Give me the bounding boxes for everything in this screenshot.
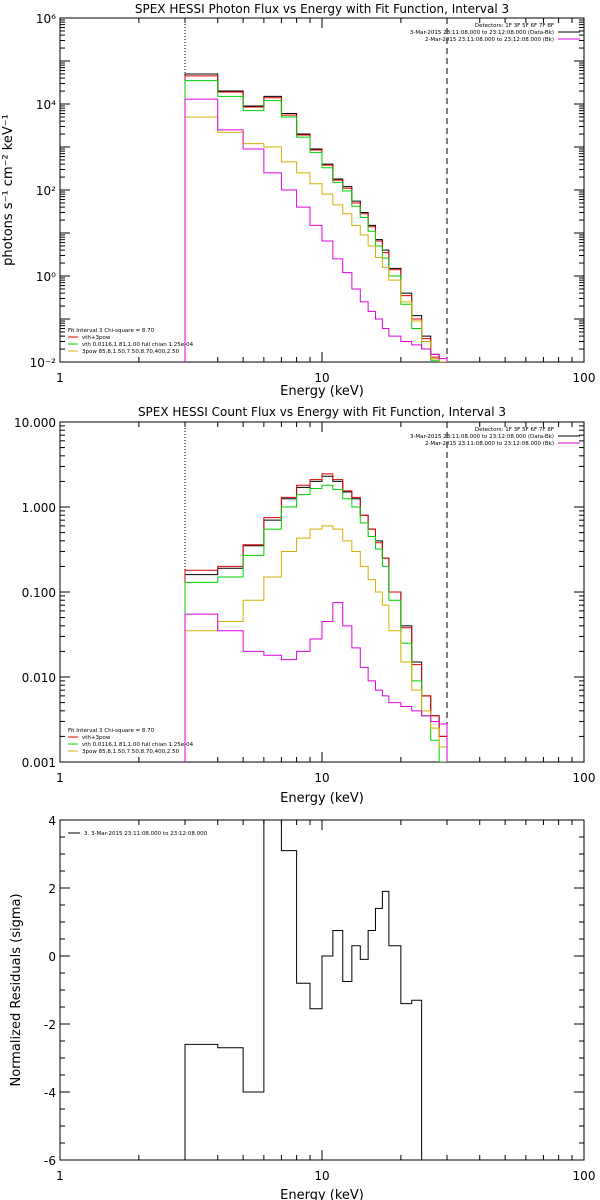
x-tick-label: 10 bbox=[314, 771, 329, 785]
series-data-line bbox=[184, 73, 448, 362]
x-axis-label: Energy (keV) bbox=[280, 1188, 364, 1200]
legend-fit-header: Fit Interval 3 Chi-square = 8.70 bbox=[68, 728, 155, 734]
y-tick-label: -6 bbox=[44, 1154, 56, 1168]
x-tick-label: 100 bbox=[573, 371, 596, 385]
legend-detectors-header: Detectors: 1F 3F 5F 6F 7F 8F bbox=[475, 427, 554, 433]
series-bk-line bbox=[184, 602, 448, 762]
legend-entry-label: vth 0.0116,1.81,1.00 full chian 1.25e-04 bbox=[82, 742, 194, 748]
x-tick-label: 1 bbox=[56, 771, 64, 785]
series-3pow-line bbox=[184, 525, 448, 762]
series-vth-line bbox=[184, 80, 448, 362]
legend-entry-label: vth+3pow bbox=[82, 735, 111, 741]
y-tick-label: -4 bbox=[44, 1086, 56, 1100]
legend-entry-label: vth+3pow bbox=[82, 335, 111, 341]
y-tick-label: 0 bbox=[48, 950, 56, 964]
legend-entry-label: 2-Mar-2015 23:11:08.000 to 23:12:08.000 … bbox=[425, 441, 554, 447]
y-tick-label: 10.000 bbox=[14, 416, 56, 430]
chart-panel-1: SPEX HESSI Photon Flux vs Energy with Fi… bbox=[1, 2, 595, 399]
y-tick-label: 10² bbox=[36, 184, 56, 198]
chart-title: SPEX HESSI Photon Flux vs Energy with Fi… bbox=[135, 2, 509, 16]
series-vth-line bbox=[184, 484, 448, 762]
y-tick-label: 10⁴ bbox=[36, 98, 56, 112]
legend-entry-label: vth 0.0116,1.81,1.00 full chian 1.25e-04 bbox=[82, 342, 194, 348]
series-vth-3pow-line bbox=[184, 473, 448, 762]
y-tick-label: 0.001 bbox=[22, 756, 56, 770]
x-tick-label: 10 bbox=[314, 371, 329, 385]
plot-frame bbox=[59, 421, 585, 763]
series-vth-3pow-line bbox=[184, 75, 448, 362]
x-tick-label: 10 bbox=[314, 1169, 329, 1183]
x-axis-label: Energy (keV) bbox=[280, 791, 364, 806]
y-tick-label: -2 bbox=[44, 1018, 56, 1032]
x-tick-label: 100 bbox=[573, 771, 596, 785]
x-tick-label: 100 bbox=[573, 1169, 596, 1183]
y-tick-label: 4 bbox=[48, 814, 56, 828]
x-tick-label: 1 bbox=[56, 371, 64, 385]
legend-entry-label: 2-Mar-2015 23:11:08.000 to 23:12:08.000 … bbox=[425, 37, 554, 43]
y-tick-label: 10⁰ bbox=[36, 270, 56, 284]
y-tick-label: 0.100 bbox=[22, 586, 56, 600]
y-tick-label: 2 bbox=[48, 882, 56, 896]
legend-fit-header: Fit Interval 3 Chi-square = 8.70 bbox=[68, 328, 155, 334]
y-tick-label: 10⁻² bbox=[30, 356, 57, 370]
y-tick-label: 10⁶ bbox=[36, 12, 56, 26]
legend-entry-label: 3-Mar-2015 23:11:08.000 to 23:12:08.000 … bbox=[410, 434, 554, 440]
chart-panel-3: 1 10 100 -6 -4 -2 0 2 4 Energy (keV) Normalized Re… bbox=[9, 814, 595, 1200]
series-3pow-line bbox=[184, 116, 448, 362]
series-data-line bbox=[184, 475, 448, 762]
x-tick-label: 1 bbox=[56, 1169, 64, 1183]
series-bk-line bbox=[184, 98, 448, 362]
chart-panel-2: SPEX HESSI Count Flux vs Energy with Fit… bbox=[14, 405, 595, 806]
y-axis-label: photons s⁻¹ cm⁻² keV⁻¹ bbox=[1, 114, 16, 266]
y-tick-label: 0.010 bbox=[22, 671, 56, 685]
y-axis-label: Normalized Residuals (sigma) bbox=[9, 893, 24, 1086]
y-tick-label: 1.000 bbox=[22, 501, 56, 515]
legend-detectors-header: Detectors: 1F 3F 5F 6F 7F 8F bbox=[475, 23, 554, 29]
legend-entry-label: 3pow 85.8,1.50,7.50,8.70,400,2.50 bbox=[82, 749, 180, 755]
legend-entry-label: 3-Mar-2015 23:11:08.000 to 23:12:08.000 … bbox=[410, 30, 554, 36]
legend-entry-label: 3pow 85.8,1.50,7.50,8.70,400,2.50 bbox=[82, 349, 180, 355]
series-residuals-line bbox=[184, 820, 448, 1160]
legend-entry-label: 3. 3-Mar-2015 23:11:08.000 to 23:12:08.0… bbox=[84, 831, 208, 837]
x-axis-label: Energy (keV) bbox=[280, 384, 364, 399]
chart-title: SPEX HESSI Count Flux vs Energy with Fit… bbox=[138, 405, 506, 419]
